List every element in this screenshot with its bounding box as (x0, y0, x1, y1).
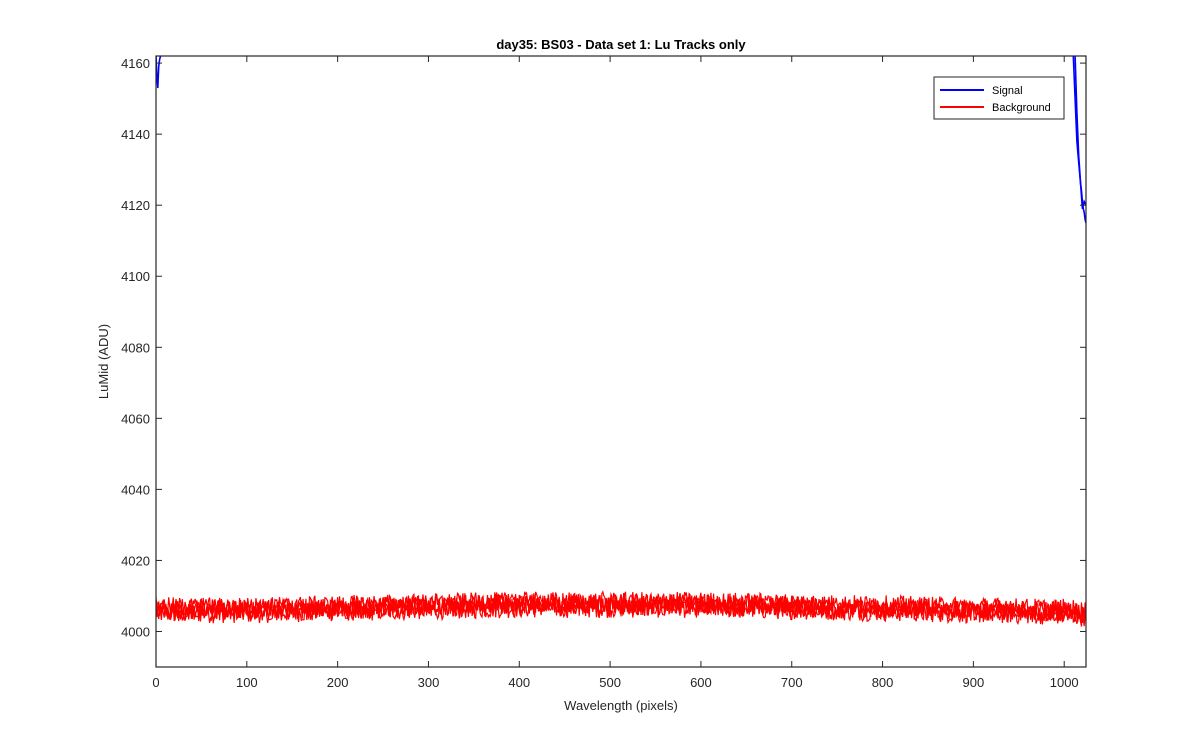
x-tick-label: 1000 (1050, 675, 1079, 690)
x-axis-label: Wavelength (pixels) (564, 698, 678, 713)
legend-label: Signal (992, 85, 1023, 97)
y-tick-label: 4040 (121, 482, 150, 497)
y-tick-label: 4140 (121, 127, 150, 142)
plot-background (156, 56, 1086, 667)
x-tick-label: 200 (327, 675, 349, 690)
y-tick-label: 4000 (121, 624, 150, 639)
y-tick-label: 4080 (121, 340, 150, 355)
y-tick-label: 4160 (121, 56, 150, 71)
y-axis-label: LuMid (ADU) (96, 324, 111, 399)
x-tick-label: 600 (690, 675, 712, 690)
x-tick-label: 100 (236, 675, 258, 690)
y-tick-label: 4020 (121, 553, 150, 568)
axes-box (155, 55, 1087, 668)
y-tick-label: 4100 (121, 269, 150, 284)
series-line-background (156, 590, 1086, 620)
data-layer (156, 56, 1086, 627)
legend-label: Background (992, 102, 1051, 114)
x-tick-label: 300 (418, 675, 440, 690)
x-tick-label: 900 (963, 675, 985, 690)
y-tick-label: 4060 (121, 411, 150, 426)
x-tick-label: 700 (781, 675, 803, 690)
plot-area: 0 100 200 300 400 500 600 700 800 900 1000 4000 4020… (121, 55, 1087, 690)
chart-title: day35: BS03 - Data set 1: Lu Tracks only (496, 37, 746, 52)
y-tick-label: 4120 (121, 198, 150, 213)
x-tick-label: 0 (152, 675, 159, 690)
x-tick-label: 400 (508, 675, 530, 690)
legend-box (933, 76, 1065, 120)
legend: Signal Background (933, 76, 1065, 120)
series-line-signal (1074, 56, 1086, 209)
x-tick-label: 500 (599, 675, 621, 690)
x-tick-label: 800 (872, 675, 894, 690)
series-line-signal (156, 56, 162, 89)
